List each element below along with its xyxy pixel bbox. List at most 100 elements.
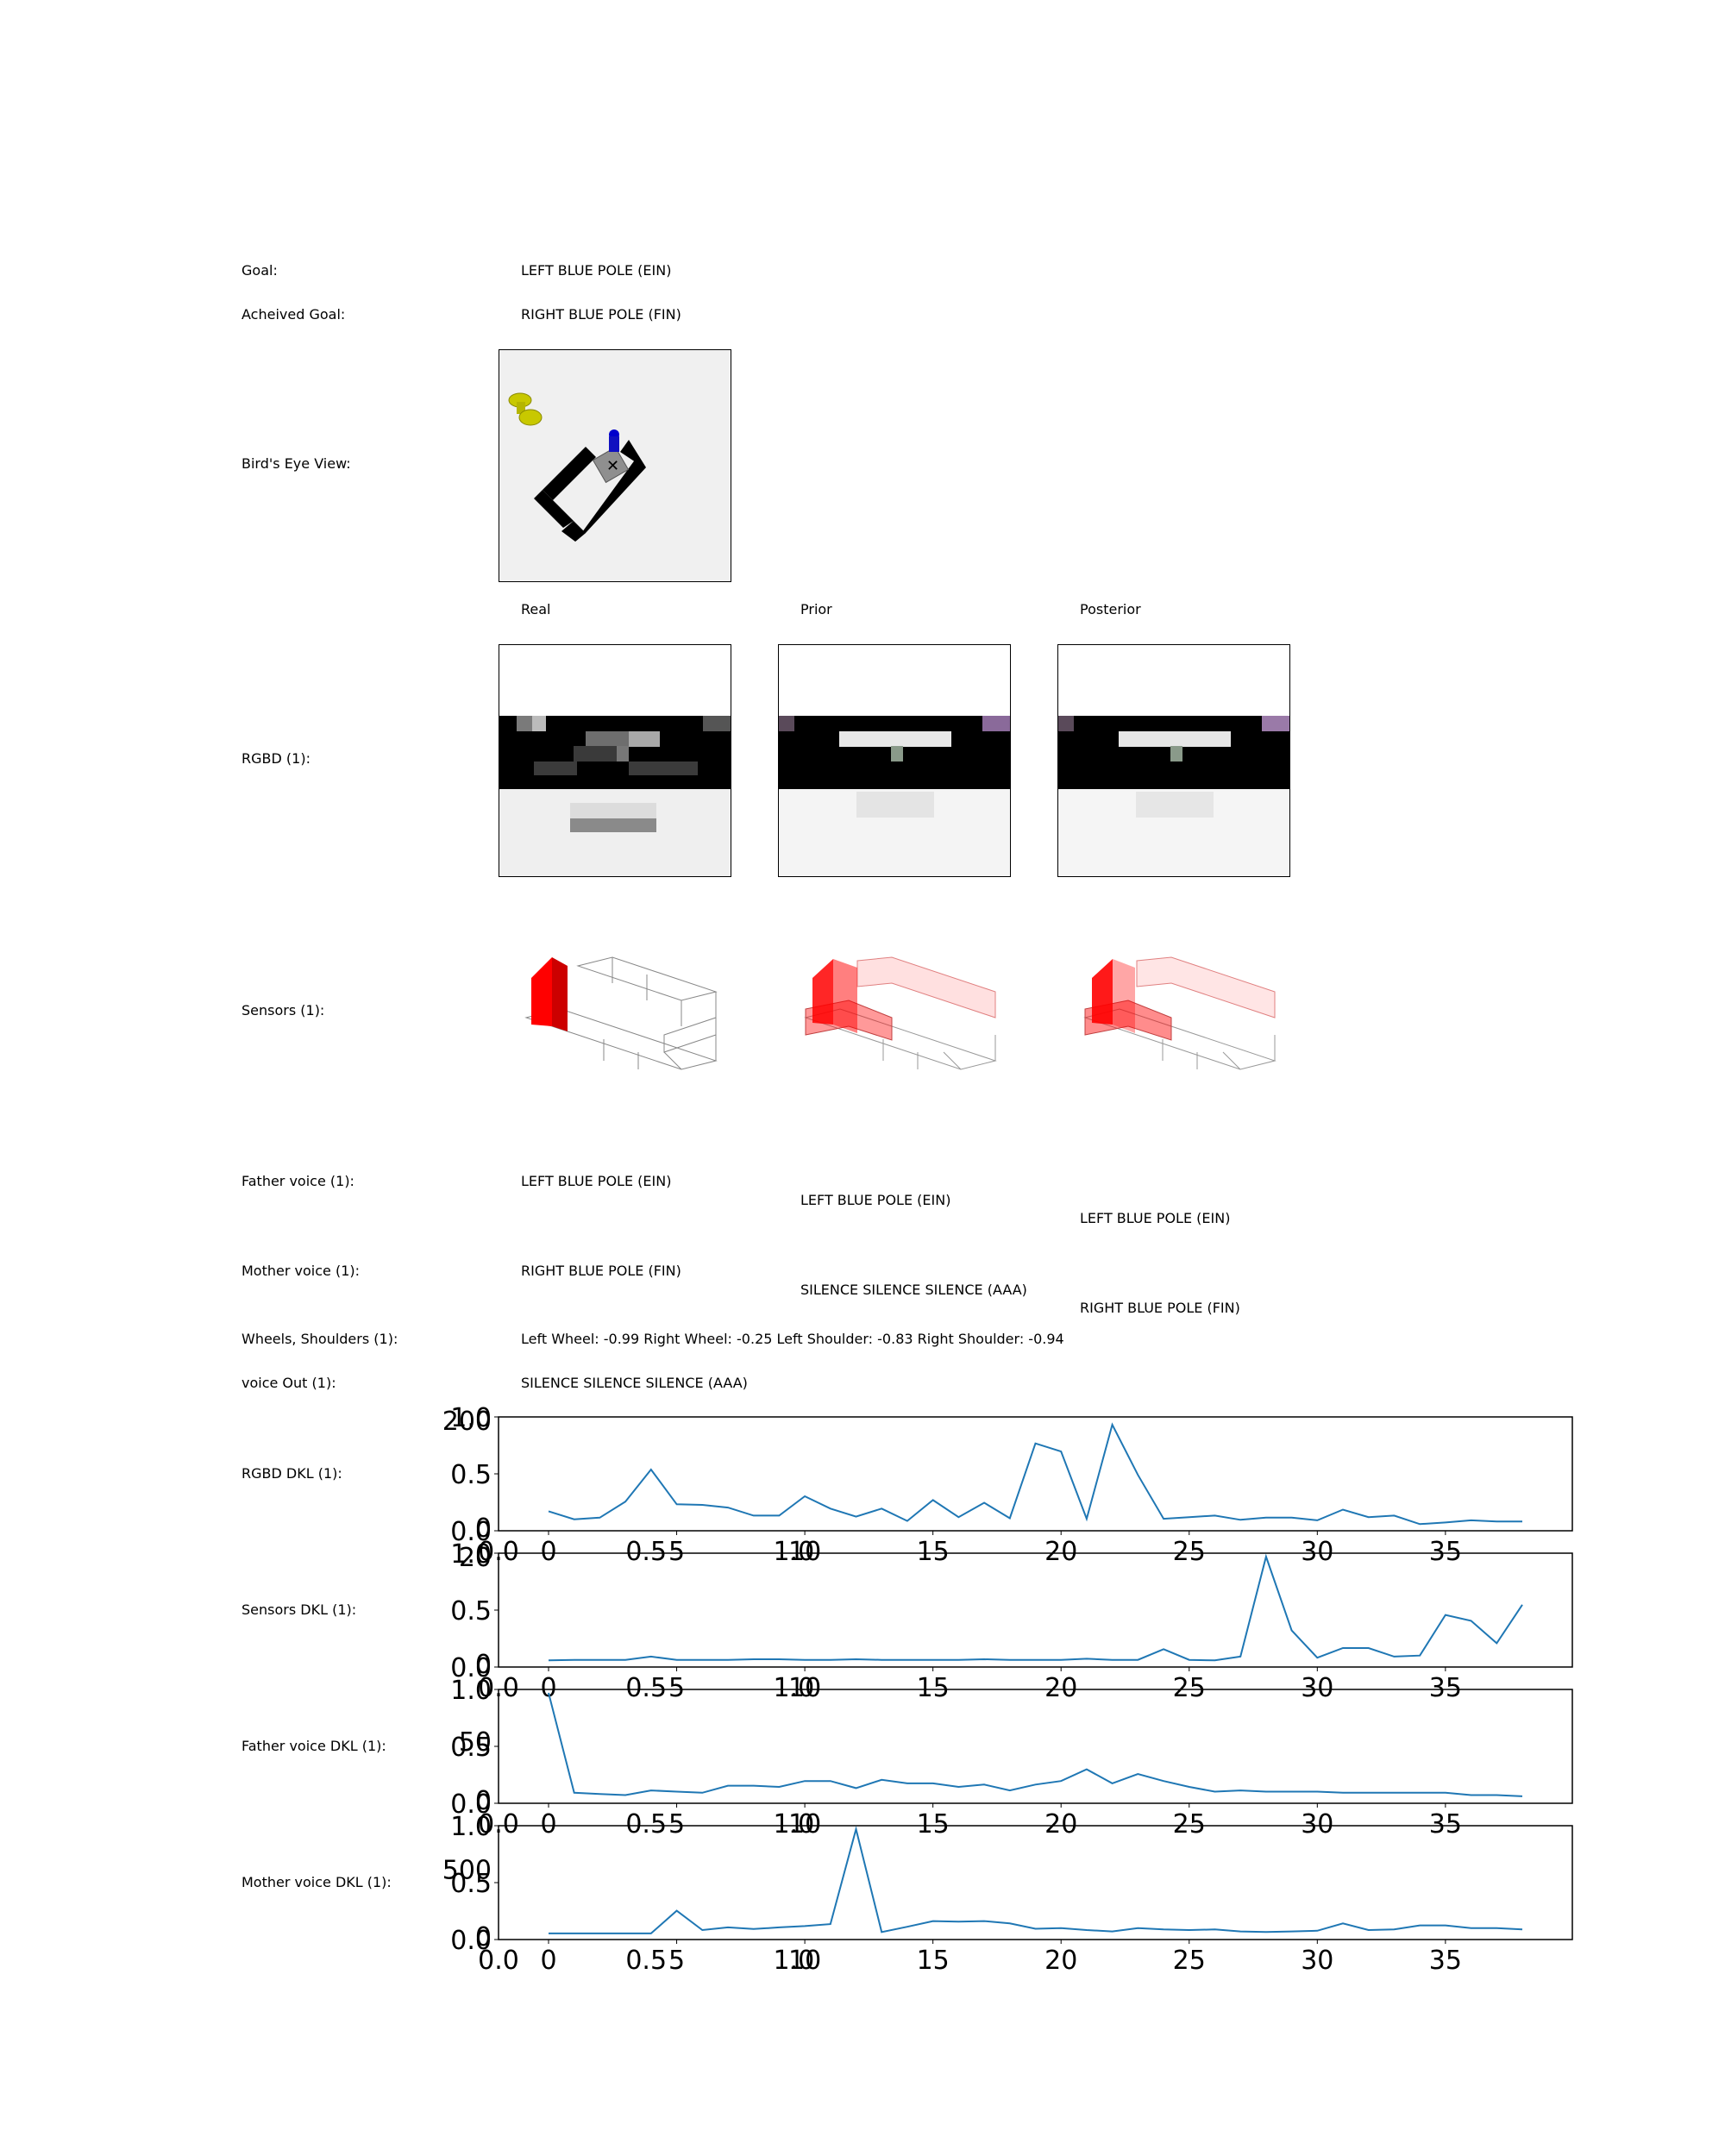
mother-voice-posterior: RIGHT BLUE POLE (FIN)	[1080, 1300, 1240, 1316]
rgbd-label: RGBD (1):	[242, 750, 310, 767]
x-tick-label-secondary: 0	[540, 1537, 556, 1567]
sensors-posterior-image	[1083, 956, 1276, 1070]
x-tick-label-secondary: 10	[788, 1673, 821, 1703]
y-tick-label: 0.0	[450, 1517, 492, 1547]
y-tick-label-secondary: 0	[475, 1786, 492, 1816]
x-tick-label-secondary: 20	[1044, 1673, 1077, 1703]
x-tick-label-secondary: 15	[917, 1673, 950, 1703]
y-tick-label: 1.0	[450, 1539, 492, 1570]
yellow-pole-icon	[508, 392, 543, 426]
rgbd-real-image	[499, 644, 731, 877]
maze-walls	[534, 440, 646, 542]
x-tick-label-secondary: 20	[1044, 1946, 1077, 1976]
x-tick-label-secondary: 20	[1044, 1537, 1077, 1567]
x-tick-label-secondary: 10	[788, 1809, 821, 1839]
rgbd-prior-image	[778, 644, 1011, 877]
y-tick-label-secondary: 0	[475, 1514, 492, 1544]
y-tick-label-secondary: 50	[459, 1727, 492, 1758]
y-tick-label: 1.0	[450, 1676, 492, 1706]
y-tick-label: 0.5	[450, 1869, 492, 1899]
voice-out-label: voice Out (1):	[242, 1375, 336, 1391]
y-tick-label: 0.5	[450, 1596, 492, 1626]
x-tick-label-secondary: 5	[668, 1809, 685, 1839]
father-voice-posterior: LEFT BLUE POLE (EIN)	[1080, 1210, 1231, 1226]
birds-eye-label: Bird's Eye View:	[242, 455, 351, 472]
y-tick-label: 0.0	[450, 1789, 492, 1820]
birds-eye-view-image: ✕	[499, 349, 731, 582]
column-header-prior: Prior	[800, 601, 832, 617]
x-tick-label-secondary: 25	[1173, 1673, 1206, 1703]
y-tick-label: 0.5	[450, 1733, 492, 1763]
sensors-real-image	[524, 956, 718, 1070]
x-tick-label-secondary: 30	[1301, 1809, 1333, 1839]
mother-voice-label: Mother voice (1):	[242, 1263, 360, 1279]
x-tick-label: 0.0	[478, 1946, 519, 1976]
x-tick-label-secondary: 35	[1429, 1946, 1462, 1976]
sensors-label: Sensors (1):	[242, 1002, 325, 1018]
x-tick-label-secondary: 15	[917, 1809, 950, 1839]
x-tick-label: 1.0	[774, 1537, 815, 1567]
x-tick-label: 0.5	[625, 1673, 667, 1703]
x-tick-label-secondary: 5	[668, 1673, 685, 1703]
x-tick-label-secondary: 35	[1429, 1809, 1462, 1839]
dkl-chart-label: Father voice DKL (1):	[242, 1738, 386, 1754]
x-tick-label: 1.0	[774, 1946, 815, 1976]
goal-label: Goal:	[242, 262, 278, 279]
sensors-prior-image	[804, 956, 997, 1070]
x-tick-label-secondary: 30	[1301, 1946, 1333, 1976]
dkl-series-line	[549, 1826, 1523, 1934]
y-tick-label-secondary: 20	[459, 1543, 492, 1573]
column-header-real: Real	[521, 601, 551, 617]
mother-voice-prior: SILENCE SILENCE SILENCE (AAA)	[800, 1282, 1027, 1298]
wheels-shoulders-label: Wheels, Shoulders (1):	[242, 1331, 398, 1347]
mother-voice-real: RIGHT BLUE POLE (FIN)	[521, 1263, 681, 1279]
column-header-posterior: Posterior	[1080, 601, 1141, 617]
x-tick-label-secondary: 5	[668, 1537, 685, 1567]
y-tick-label: 0.0	[450, 1653, 492, 1683]
y-tick-label: 1.0	[450, 1812, 492, 1842]
y-tick-label-secondary: 0	[475, 1922, 492, 1952]
x-tick-label-secondary: 30	[1301, 1537, 1333, 1567]
x-tick-label-secondary: 25	[1173, 1946, 1206, 1976]
father-voice-label: Father voice (1):	[242, 1173, 354, 1189]
x-tick-label-secondary: 25	[1173, 1537, 1206, 1567]
chart-frame	[498, 1825, 1573, 1940]
wheels-shoulders-value: Left Wheel: -0.99 Right Wheel: -0.25 Lef…	[521, 1331, 1064, 1347]
y-tick-label: 0.5	[450, 1460, 492, 1490]
x-tick-label-secondary: 35	[1429, 1537, 1462, 1567]
x-tick-label: 0.5	[625, 1946, 667, 1976]
achieved-goal-value: RIGHT BLUE POLE (FIN)	[521, 306, 681, 323]
rgbd-posterior-image	[1057, 644, 1290, 877]
x-tick-label-secondary: 0	[540, 1946, 556, 1976]
x-tick-label-secondary: 15	[917, 1946, 950, 1976]
x-tick-label: 1.0	[774, 1809, 815, 1839]
x-tick-label-secondary: 5	[668, 1946, 685, 1976]
x-tick-label-secondary: 30	[1301, 1673, 1333, 1703]
y-tick-label-secondary: 500	[442, 1856, 492, 1886]
y-tick-label-secondary: 0	[475, 1650, 492, 1680]
x-tick-label-secondary: 25	[1173, 1809, 1206, 1839]
voice-out-value: SILENCE SILENCE SILENCE (AAA)	[521, 1375, 748, 1391]
father-voice-real: LEFT BLUE POLE (EIN)	[521, 1173, 672, 1189]
x-tick-label: 1.0	[774, 1673, 815, 1703]
x-tick-label-secondary: 10	[788, 1537, 821, 1567]
dkl-chart-label: Mother voice DKL (1):	[242, 1874, 392, 1890]
y-tick-label: 1.0	[450, 1403, 492, 1433]
dkl-series-line	[548, 1692, 1523, 1797]
x-tick-label-secondary: 0	[540, 1809, 556, 1839]
achieved-goal-label: Acheived Goal:	[242, 306, 346, 323]
x-tick-label: 0.5	[625, 1537, 667, 1567]
svg-text:✕: ✕	[606, 457, 619, 475]
father-voice-prior: LEFT BLUE POLE (EIN)	[800, 1192, 951, 1208]
y-tick-label: 0.0	[450, 1926, 492, 1956]
x-tick-label: 0.5	[625, 1809, 667, 1839]
dkl-chart-label: RGBD DKL (1):	[242, 1465, 342, 1482]
x-tick-label-secondary: 15	[917, 1537, 950, 1567]
dkl-series-line	[548, 1422, 1522, 1526]
x-tick-label-secondary: 20	[1044, 1809, 1077, 1839]
robot-icon: ✕	[592, 429, 630, 484]
